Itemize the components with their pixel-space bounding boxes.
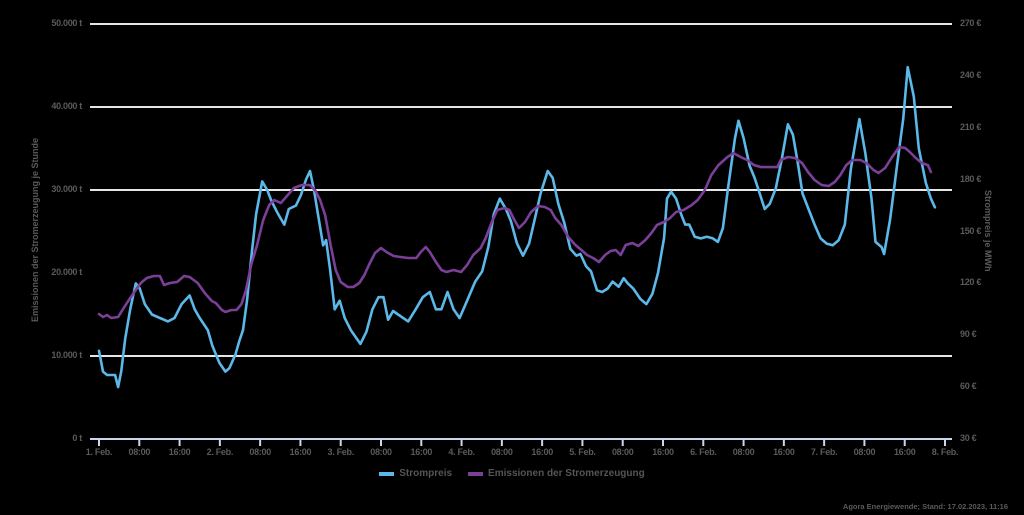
x-tick-label: 08:00 [611, 447, 634, 457]
x-tick-label: 16:00 [531, 447, 553, 457]
x-tick-label: 5. Feb. [569, 447, 596, 457]
series-lines [97, 65, 937, 389]
legend-label: Strompreis [399, 468, 453, 479]
x-tick-label: 08:00 [732, 447, 755, 457]
x-tick-label: 16:00 [410, 447, 433, 457]
x-tick-label: 16:00 [289, 447, 312, 457]
left-tick-label: 50.000 t [51, 18, 82, 28]
right-tick-label: 60 € [960, 381, 977, 392]
legend-swatch-strompreis [379, 471, 395, 476]
left-tick-label: 10.000 t [51, 350, 82, 360]
right-tick-label: 240 € [960, 69, 982, 80]
right-tick-label: 150 € [960, 225, 982, 236]
x-tick-label: 1. Feb. [85, 447, 113, 457]
x-tick-label: 16:00 [893, 447, 916, 457]
x-tick-label: 7. Feb. [810, 447, 838, 457]
x-tick-label: 08:00 [853, 447, 876, 457]
x-tick-label: 08:00 [128, 447, 151, 457]
legend-item-emissionen[interactable]: Emissionen der Stromerzeugung [468, 468, 645, 479]
legend: Strompreis Emissionen der Stromerzeugung [0, 468, 1024, 479]
x-tick-label: 16:00 [168, 447, 191, 457]
gridlines [90, 23, 952, 357]
legend-item-strompreis[interactable]: Strompreis [379, 468, 452, 479]
source-credit: Agora Energiewende; Stand: 17.02.2023, 1… [842, 502, 1008, 511]
right-tick-label: 90 € [960, 329, 977, 340]
x-tick-label: 8. Feb. [931, 447, 959, 457]
x-tick-label: 08:00 [370, 447, 392, 457]
x-axis [90, 438, 952, 446]
right-tick-label: 210 € [960, 121, 982, 132]
left-tick-label: 30.000 t [51, 184, 82, 194]
right-axis-title: Strompreis je MWh [983, 190, 993, 272]
x-tick-label: 4. Feb. [448, 447, 475, 457]
x-tick-label: 6. Feb. [690, 447, 717, 457]
right-tick-label: 30 € [960, 433, 977, 443]
right-tick-label: 180 € [960, 173, 982, 184]
right-tick-label: 270 € [960, 18, 982, 28]
x-tick-label: 08:00 [491, 447, 513, 457]
series-line-strompreis[interactable] [97, 65, 937, 389]
x-tick-label: 08:00 [249, 447, 271, 457]
x-tick-label: 2. Feb. [206, 447, 234, 457]
left-tick-label: 20.000 t [51, 267, 82, 277]
x-tick-label: 16:00 [773, 447, 795, 457]
x-tick-label: 3. Feb. [327, 447, 354, 457]
legend-label: Emissionen der Stromerzeugung [488, 468, 645, 479]
left-tick-label: 0 t [72, 433, 82, 443]
x-tick-label: 16:00 [652, 447, 674, 457]
legend-swatch-emissionen [468, 471, 484, 476]
series-line-emissionen-der-stromerzeugung[interactable] [97, 145, 933, 320]
left-tick-label: 40.000 t [51, 101, 82, 111]
right-tick-label: 120 € [960, 277, 982, 288]
left-axis-title: Emissionen der Stromerzeugung je Stunde [30, 137, 40, 323]
